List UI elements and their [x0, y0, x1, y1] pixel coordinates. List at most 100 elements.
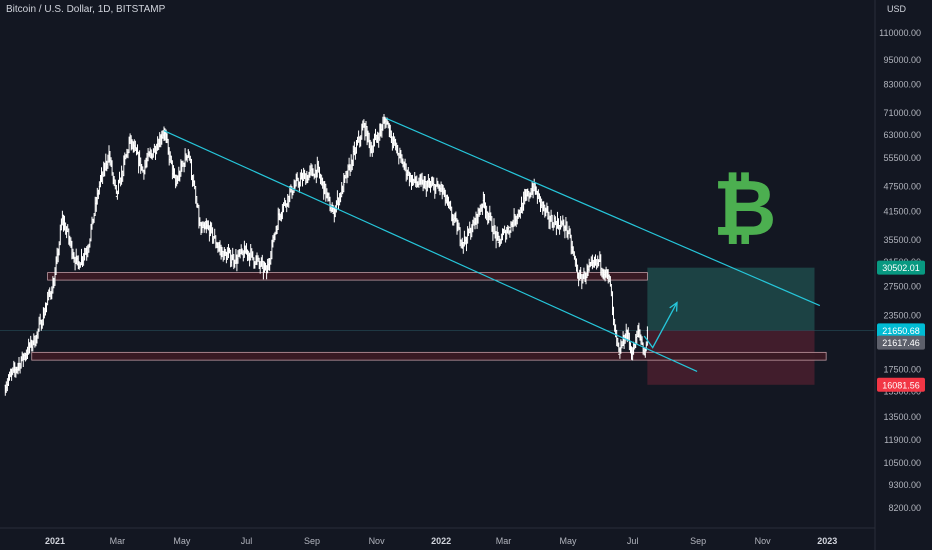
y-tick-label: 71000.00 [883, 108, 921, 118]
price-point [174, 184, 177, 186]
price-point [462, 241, 464, 244]
price-point [370, 147, 372, 150]
y-tick-label: 95000.00 [883, 55, 921, 65]
price-point [300, 178, 303, 180]
price-point [422, 184, 424, 186]
x-tick-label: Mar [496, 536, 512, 546]
y-tick-label: 11900.00 [884, 435, 921, 445]
projection-arrow-head [669, 301, 678, 312]
price-point [482, 200, 485, 202]
price-point [343, 184, 345, 186]
price-point [21, 358, 23, 360]
price-point [646, 330, 648, 332]
price-point [579, 279, 581, 281]
price-point [440, 187, 442, 190]
y-tick-label: 23500.00 [883, 310, 921, 320]
price-point [278, 212, 280, 215]
price-point [612, 322, 615, 324]
x-tick-label: Sep [690, 536, 706, 546]
x-tick-label: Nov [369, 536, 386, 546]
time-axis[interactable]: 2021 Mar May Jul Sep Nov 2022 Mar May Jul Sep Nov 20… [0, 527, 875, 546]
x-tick-label: Jul [241, 536, 253, 546]
price-point [385, 119, 387, 121]
trendline-layer[interactable]: ₿ [163, 117, 821, 372]
x-tick-label: Sep [304, 536, 320, 546]
price-point [4, 385, 6, 387]
price-point [61, 217, 64, 219]
x-tick-label: May [560, 536, 578, 546]
price-label-current-text: 21650.68 [882, 326, 920, 336]
price-label-target [877, 260, 925, 275]
price-point [609, 282, 611, 284]
price-point [187, 149, 189, 151]
support-zone-2[interactable] [47, 272, 648, 281]
price-point [316, 169, 318, 171]
price-point [396, 149, 398, 151]
price-label-current [877, 323, 925, 338]
price-point [509, 226, 511, 229]
price-point [207, 226, 209, 229]
y-tick-label: 9300.00 [888, 480, 921, 490]
y-tick-label: 55500.00 [883, 153, 921, 163]
y-tick-label: 27500.00 [883, 282, 921, 292]
price-point [142, 169, 144, 171]
projection-arrow-path[interactable] [643, 302, 678, 349]
y-tick-label: 8200.00 [888, 503, 921, 513]
x-tick-label: Jul [627, 536, 639, 546]
price-candles [4, 114, 648, 396]
price-point [410, 180, 413, 182]
currency-label: USD [887, 4, 907, 14]
price-point [108, 152, 110, 154]
price-point [54, 276, 56, 278]
price-point [332, 212, 334, 215]
y-tick-label: 47500.00 [883, 182, 921, 192]
price-point [236, 258, 238, 260]
bitcoin-logo-icon: ₿ [713, 164, 777, 252]
chart-title: Bitcoin / U.S. Dollar, 1D, BITSTAMP [6, 4, 166, 15]
profit-target-box [647, 267, 815, 331]
price-point [87, 247, 89, 249]
price-label-close-text: 21617.46 [882, 338, 920, 348]
y-tick-label: 110000.00 [879, 28, 921, 38]
price-label-target-text: 30502.01 [882, 263, 920, 273]
price-point [200, 231, 202, 233]
price-label-stop-text: 16081.56 [882, 380, 920, 390]
y-tick-label: 13500.00 [883, 412, 921, 422]
price-point [631, 351, 634, 353]
price-label-stop [877, 377, 925, 392]
price-point [618, 353, 620, 355]
y-tick-label: 63000.00 [883, 130, 921, 140]
x-tick-label: Mar [110, 536, 126, 546]
channel-trendline-1[interactable] [385, 117, 821, 307]
price-point [221, 252, 223, 254]
price-series [4, 114, 648, 396]
price-point [547, 217, 549, 219]
support-zone-3[interactable] [31, 351, 827, 361]
x-tick-label: Nov [755, 536, 772, 546]
price-point [245, 249, 248, 252]
x-tick-label: May [173, 536, 191, 546]
price-point [638, 330, 640, 332]
price-point [98, 186, 101, 188]
price-point [115, 195, 117, 198]
x-tick-label: 2022 [431, 536, 451, 546]
price-label-layer: 30502.01 21650.68 21617.46 16081.56 [877, 260, 925, 392]
price-point [129, 140, 131, 142]
price-point [76, 264, 78, 266]
y-tick-label: 35500.00 [883, 235, 921, 245]
y-tick-label: 10500.00 [883, 458, 921, 468]
price-point [625, 331, 627, 333]
price-point [566, 226, 568, 229]
price-point [497, 241, 499, 244]
price-point [265, 271, 268, 273]
price-point [363, 125, 365, 128]
price-point [599, 260, 601, 262]
price-point [532, 186, 534, 188]
y-tick-label: 41500.00 [883, 206, 921, 216]
price-point [473, 224, 475, 226]
annotation-layer [0, 267, 875, 385]
y-tick-label: 83000.00 [883, 80, 921, 90]
x-tick-label: 2023 [817, 536, 837, 546]
channel-trendline-0[interactable] [163, 130, 698, 372]
